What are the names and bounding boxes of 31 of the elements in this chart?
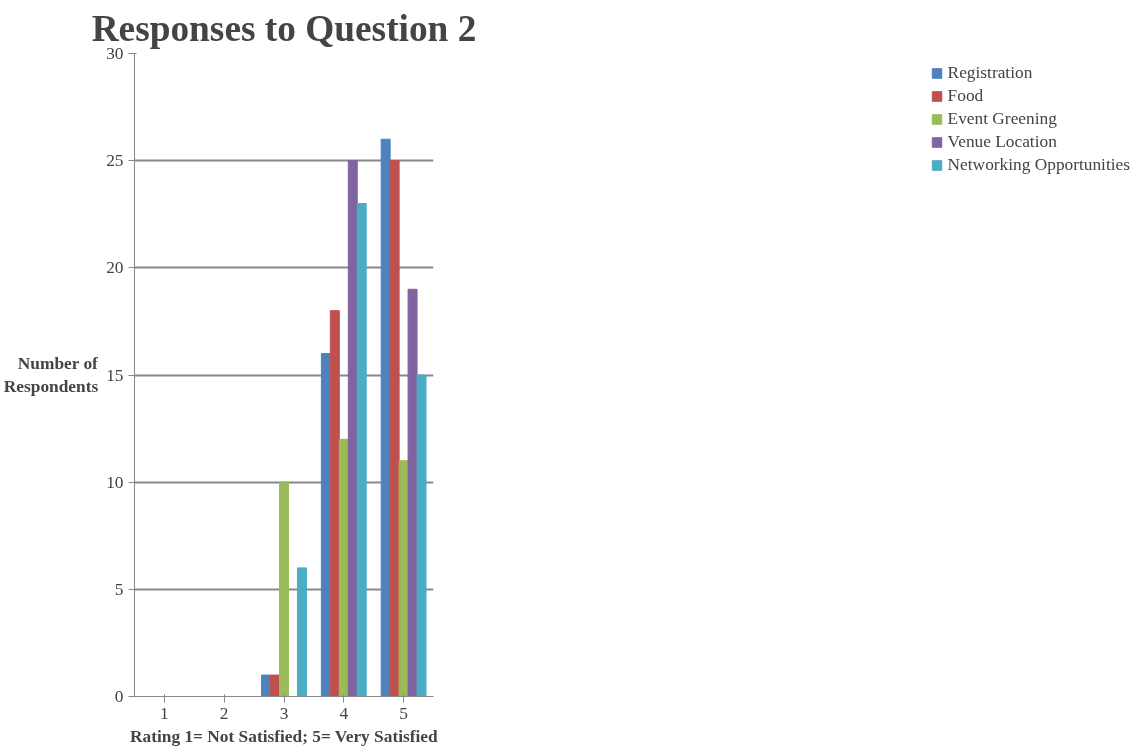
legend-label: Event Greening — [947, 109, 1057, 129]
bar — [416, 374, 427, 697]
x-tick-label: 1 — [160, 703, 169, 723]
x-axis-title: Rating 1= Not Satisfied; 5= Very Satisfied — [130, 726, 438, 746]
x-tick-label: 5 — [399, 703, 408, 723]
x-tick-label: 3 — [279, 703, 289, 723]
y-axis-title: Number of Respondents — [3, 354, 99, 396]
bar — [347, 160, 358, 697]
legend-label: Venue Location — [947, 132, 1057, 152]
bar — [270, 674, 281, 697]
bar — [279, 481, 289, 697]
x-tick-label: 4 — [339, 703, 349, 723]
bar — [389, 160, 400, 697]
y-tick-label: 10 — [106, 472, 124, 492]
bar — [407, 288, 418, 697]
bar — [356, 203, 367, 697]
y-tick-label: 20 — [106, 258, 124, 278]
bar — [329, 310, 340, 697]
legend-label: Registration — [947, 63, 1033, 83]
y-tick-label: 0 — [114, 687, 124, 706]
y-tick-label: 25 — [106, 151, 124, 171]
bar — [398, 460, 409, 697]
legend-label: Food — [947, 86, 984, 106]
bar — [320, 353, 331, 697]
y-tick-label: 15 — [106, 365, 124, 385]
y-tick-label: 5 — [114, 579, 124, 599]
bar — [338, 438, 349, 697]
x-tick-label: 2 — [219, 703, 229, 723]
legend-label: Networking Opportunities — [947, 155, 1130, 175]
bar — [261, 674, 272, 697]
bar — [296, 567, 307, 697]
